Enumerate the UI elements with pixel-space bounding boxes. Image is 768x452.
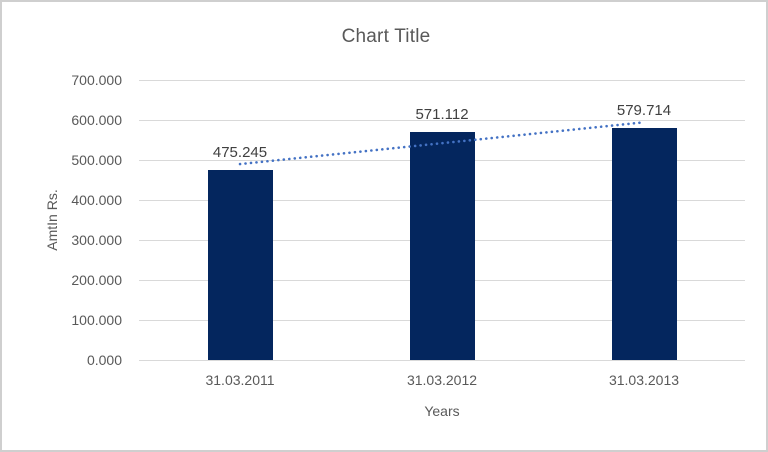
x-tick-label: 31.03.2012 [406, 372, 478, 388]
x-tick-label: 31.03.2011 [205, 372, 275, 388]
gridline [139, 359, 745, 361]
y-tick-label: 700.000 [71, 72, 122, 88]
y-tick-label: 0.000 [86, 352, 122, 368]
x-tick-label: 31.03.2013 [608, 372, 680, 388]
bar [409, 131, 475, 360]
trendline-path [238, 120, 646, 166]
bar-data-label: 475.245 [212, 143, 268, 161]
bar-data-label: 571.112 [415, 105, 469, 123]
y-tick-label: 100.000 [71, 312, 122, 328]
x-axis-title: Years [424, 403, 460, 419]
y-tick-label: 300.000 [71, 232, 122, 248]
bar [611, 128, 677, 360]
trendline [238, 120, 646, 166]
chart-title: Chart Title [341, 26, 431, 47]
gridline [139, 119, 745, 121]
y-tick-label: 500.000 [71, 152, 122, 168]
plot-area: 475.245 571.112 579.714 [139, 79, 745, 361]
bar-data-label: 579.714 [616, 102, 672, 120]
bar [207, 169, 273, 360]
y-tick-label: 200.000 [71, 272, 122, 288]
gridline [139, 79, 745, 81]
y-tick-label: 600.000 [71, 112, 122, 128]
y-tick-label: 400.000 [71, 192, 122, 208]
